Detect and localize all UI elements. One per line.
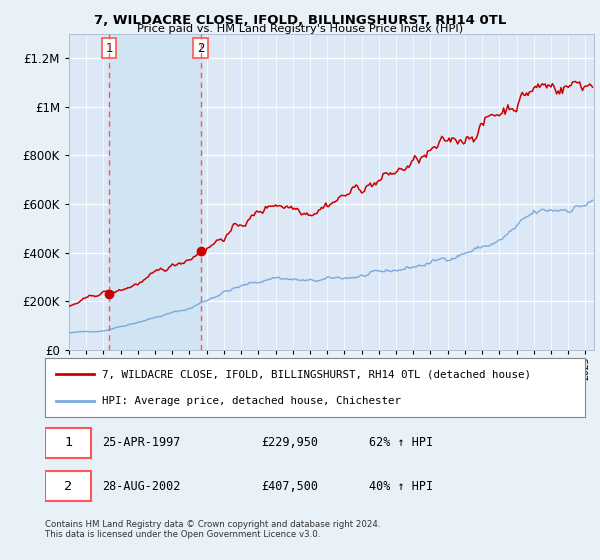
Text: HPI: Average price, detached house, Chichester: HPI: Average price, detached house, Chic…	[101, 396, 401, 407]
Text: 25-APR-1997: 25-APR-1997	[101, 436, 180, 449]
Text: 1: 1	[105, 41, 113, 55]
Text: Price paid vs. HM Land Registry's House Price Index (HPI): Price paid vs. HM Land Registry's House …	[137, 24, 463, 34]
Text: 7, WILDACRE CLOSE, IFOLD, BILLINGSHURST, RH14 0TL: 7, WILDACRE CLOSE, IFOLD, BILLINGSHURST,…	[94, 14, 506, 27]
Text: £407,500: £407,500	[261, 480, 318, 493]
Text: 1: 1	[64, 436, 72, 449]
FancyBboxPatch shape	[45, 428, 91, 458]
Text: 62% ↑ HPI: 62% ↑ HPI	[369, 436, 433, 449]
Bar	[109, 34, 200, 350]
Text: 2: 2	[64, 480, 72, 493]
Text: 2: 2	[197, 41, 205, 55]
Text: £229,950: £229,950	[261, 436, 318, 449]
Text: 28-AUG-2002: 28-AUG-2002	[101, 480, 180, 493]
Text: 7, WILDACRE CLOSE, IFOLD, BILLINGSHURST, RH14 0TL (detached house): 7, WILDACRE CLOSE, IFOLD, BILLINGSHURST,…	[101, 369, 531, 379]
Text: 40% ↑ HPI: 40% ↑ HPI	[369, 480, 433, 493]
FancyBboxPatch shape	[45, 472, 91, 501]
Text: Contains HM Land Registry data © Crown copyright and database right 2024.
This d: Contains HM Land Registry data © Crown c…	[45, 520, 380, 539]
